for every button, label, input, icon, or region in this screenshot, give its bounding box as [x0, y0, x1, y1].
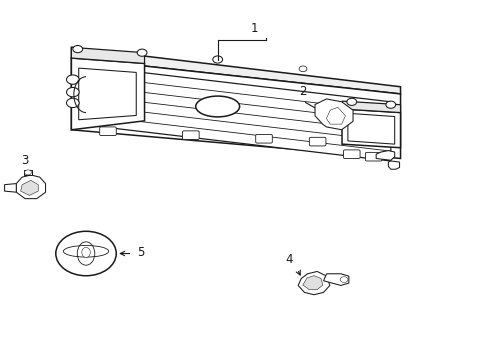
Polygon shape	[71, 47, 144, 63]
Polygon shape	[79, 68, 136, 120]
Circle shape	[73, 45, 82, 53]
Polygon shape	[20, 180, 38, 195]
Polygon shape	[347, 113, 394, 144]
Polygon shape	[16, 175, 45, 199]
Circle shape	[24, 170, 31, 175]
FancyBboxPatch shape	[100, 127, 116, 135]
Polygon shape	[71, 58, 144, 130]
Text: 5: 5	[137, 246, 144, 259]
FancyBboxPatch shape	[255, 134, 272, 143]
Text: 3: 3	[21, 154, 29, 167]
Circle shape	[212, 56, 222, 63]
FancyBboxPatch shape	[182, 131, 199, 139]
Circle shape	[66, 87, 79, 97]
Polygon shape	[71, 47, 400, 94]
Polygon shape	[71, 58, 400, 158]
Circle shape	[299, 66, 306, 72]
FancyBboxPatch shape	[309, 137, 325, 146]
Circle shape	[385, 101, 395, 108]
Ellipse shape	[195, 96, 239, 117]
Polygon shape	[314, 99, 352, 130]
Polygon shape	[375, 150, 394, 160]
Polygon shape	[341, 109, 400, 148]
Ellipse shape	[81, 247, 90, 257]
Polygon shape	[81, 65, 390, 161]
FancyBboxPatch shape	[343, 150, 359, 158]
Circle shape	[66, 98, 79, 108]
Circle shape	[340, 277, 347, 283]
Polygon shape	[4, 184, 16, 192]
Circle shape	[56, 231, 116, 276]
Polygon shape	[23, 170, 32, 175]
Text: 2: 2	[299, 85, 306, 98]
Circle shape	[66, 75, 79, 84]
Text: 4: 4	[285, 253, 293, 266]
Circle shape	[137, 49, 147, 56]
Polygon shape	[298, 271, 329, 295]
Polygon shape	[341, 101, 400, 113]
Polygon shape	[323, 274, 348, 285]
FancyBboxPatch shape	[365, 152, 381, 161]
Text: 1: 1	[250, 22, 258, 35]
Polygon shape	[387, 161, 399, 169]
Circle shape	[346, 98, 356, 105]
Polygon shape	[302, 276, 322, 290]
